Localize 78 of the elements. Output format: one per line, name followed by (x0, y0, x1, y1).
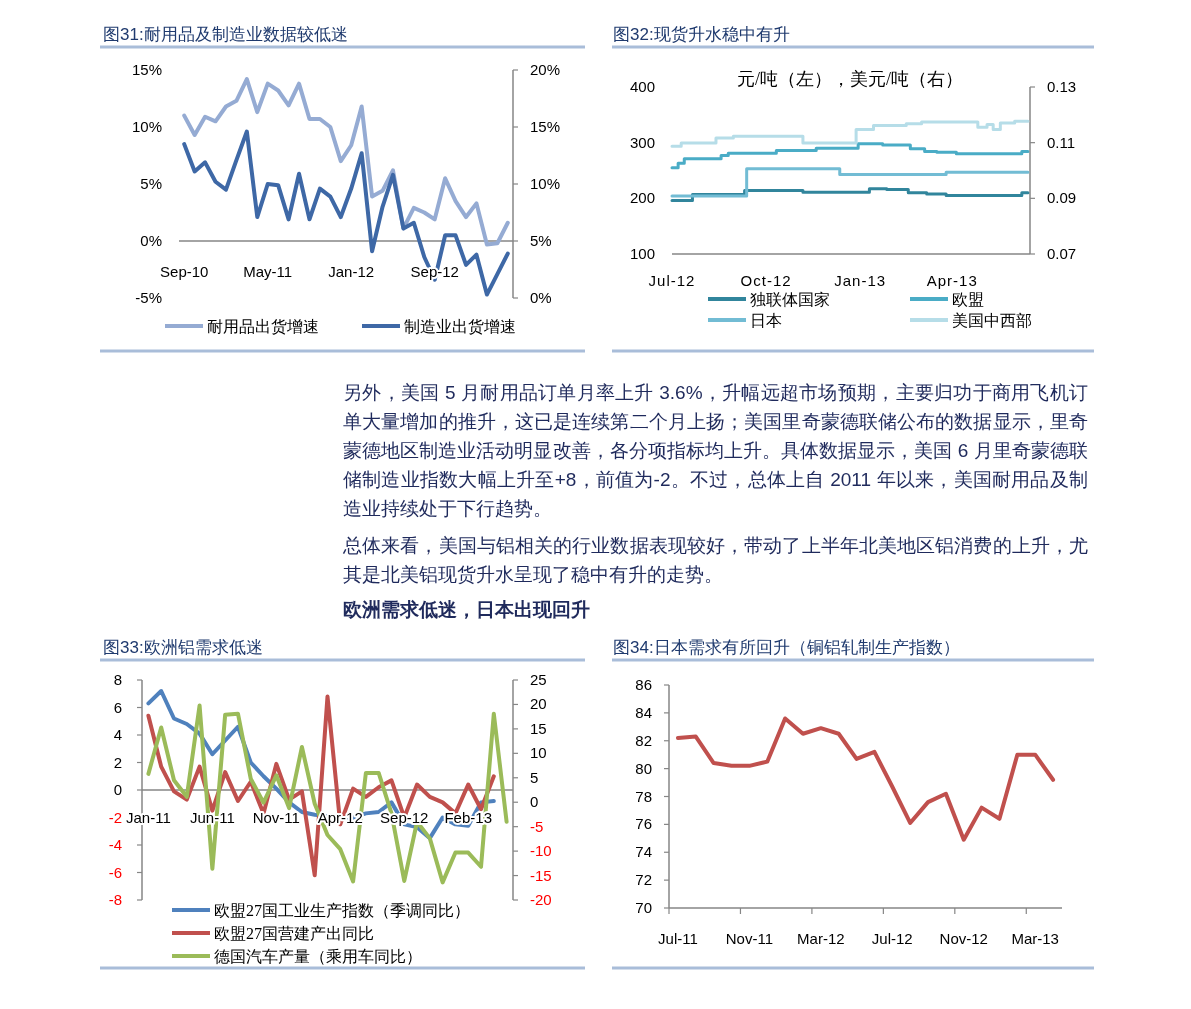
y-tick-label: -2 (108, 808, 122, 826)
y2-tick-label: -10 (530, 842, 552, 860)
legend-label: 独联体国家 (750, 291, 830, 308)
x-tick-label: Mar-12 (797, 930, 845, 947)
y2-tick-label: 5% (530, 232, 552, 249)
y-tick-label: 82 (635, 731, 652, 749)
y2-tick-label: -5 (530, 817, 544, 835)
y2-tick-label: 15 (530, 719, 547, 737)
y-tick-label: 70 (635, 899, 652, 916)
legend-label: 欧盟27国工业生产指数（季调同比） (214, 902, 470, 919)
y2-tick-label: 10% (530, 175, 561, 192)
y2-tick-label: 15% (530, 118, 561, 135)
legend-label: 美国中西部 (952, 312, 1032, 329)
x-tick-label: Jan-13 (834, 272, 887, 289)
legend-label: 德国汽车产量（乘用车同比） (214, 948, 422, 965)
y-tick-label: 15% (131, 61, 162, 78)
text: 另外，美国 5 月耐用品订单月率上升 3.6%，升幅远超市场预期，主要归功于商用飞机订单大量增加的推升，这已是连续第二个月上扬；美国里奇蒙德联储公布的数据显示，里奇蒙德地区制造业活动明显改善，各分项指标均上升。具体数据显示，美国 6 月里奇蒙德联储制造业指数大幅上升至+8，前值为-2。不过，总体上自 2011 年以来，美国耐用品及制造业持续处于下行趋势。 (343, 381, 1088, 521)
text: 欧洲需求低迷，日本出现回升 (343, 598, 591, 622)
y-tick-label: -5% (135, 289, 162, 306)
x-tick-label: Jul-11 (658, 930, 698, 947)
x-tick-label: Mar-13 (1011, 930, 1059, 947)
y2-tick-label: 0% (530, 289, 552, 306)
y-tick-label: 6 (113, 698, 122, 716)
y-tick-label: 0 (113, 781, 122, 798)
y-tick-label: 4 (113, 726, 122, 743)
x-tick-label: Sep-10 (160, 263, 209, 280)
y-tick-label: 300 (629, 133, 655, 151)
y2-tick-label: 0.09 (1047, 189, 1077, 207)
legend-label: 耐用品出货增速 (207, 318, 319, 335)
x-tick-label: Nov-11 (252, 809, 300, 826)
y-tick-label: -6 (108, 863, 122, 881)
chart-title: 图34:日本需求有所回升（铜铝轧制生产指数） (613, 638, 960, 657)
y2-tick-label: 25 (530, 671, 547, 688)
y-tick-label: 5% (140, 175, 162, 192)
y-tick-label: 78 (635, 787, 652, 805)
y-tick-label: 72 (635, 871, 652, 889)
text: 总体来看，美国与铝相关的行业数据表现较好，带动了上半年北美地区铝消费的上升，尤其是北美铝现货升水呈现了稳中有升的走势。 (343, 534, 1088, 587)
legend-label: 欧盟27国营建产出同比 (214, 925, 374, 942)
y-tick-label: 200 (629, 189, 655, 207)
x-tick-label: Apr-13 (926, 272, 978, 289)
y2-tick-label: 0.11 (1047, 133, 1076, 151)
y2-tick-label: 0 (530, 793, 539, 811)
x-tick-label: Jul-12 (871, 930, 913, 947)
legend-label: 制造业出货增速 (404, 318, 516, 335)
y-tick-label: 100 (629, 245, 655, 262)
y-tick-label: 400 (629, 78, 655, 95)
y-tick-label: 2 (113, 753, 122, 771)
y2-tick-label: 0.07 (1047, 245, 1077, 262)
chart-title: 图32:现货升水稳中有升 (613, 25, 790, 44)
y2-tick-label: 10 (530, 744, 547, 762)
x-tick-label: Nov-11 (725, 930, 774, 947)
x-tick-label: Jan-11 (126, 809, 171, 826)
y-tick-label: -4 (108, 836, 122, 853)
y-tick-label: 74 (635, 843, 652, 861)
x-tick-label: Oct-12 (740, 272, 792, 289)
y-tick-label: 10% (131, 118, 162, 135)
chart-title: 图33:欧洲铝需求低迷 (103, 638, 263, 657)
y-tick-label: 8 (113, 671, 122, 688)
y-tick-label: 0% (140, 232, 162, 249)
y-tick-label: 80 (635, 759, 652, 777)
y2-tick-label: 20 (530, 695, 547, 713)
legend-label: 欧盟 (952, 291, 984, 308)
y2-tick-label: -20 (530, 891, 552, 908)
annotation: 元/吨（左），美元/吨（右） (736, 69, 964, 89)
x-tick-label: Jan-12 (328, 263, 375, 280)
x-tick-label: May-11 (243, 263, 293, 280)
y-tick-label: -8 (108, 891, 122, 908)
y-tick-label: 84 (635, 703, 652, 721)
y2-tick-label: 20% (530, 61, 561, 78)
x-tick-label: Jul-12 (648, 272, 696, 289)
y2-tick-label: 0.13 (1047, 78, 1077, 95)
x-tick-label: Nov-12 (939, 930, 988, 947)
legend-label: 日本 (750, 312, 782, 329)
chart-title: 图31:耐用品及制造业数据较低迷 (103, 25, 348, 44)
y2-tick-label: -15 (530, 866, 552, 884)
y-tick-label: 86 (635, 676, 652, 693)
y-tick-label: 76 (635, 815, 652, 833)
y2-tick-label: 5 (530, 768, 539, 786)
